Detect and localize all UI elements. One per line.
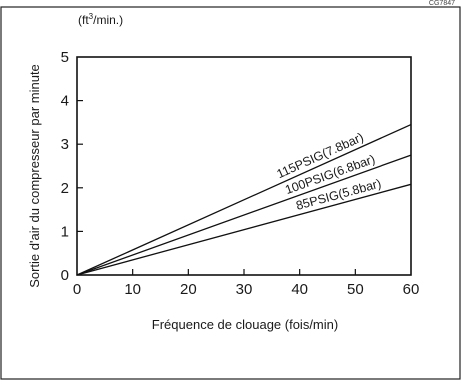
y-tick-label-4: 4	[61, 93, 69, 110]
x-tick-label-40: 40	[291, 281, 308, 298]
series-lines	[76, 123, 412, 276]
x-tick-label-60: 60	[403, 281, 420, 298]
x-tick-label-0: 0	[73, 281, 81, 298]
series-line-3	[76, 183, 412, 276]
series-line-2	[76, 154, 412, 276]
x-tick-label-30: 30	[236, 281, 253, 298]
outer-frame	[0, 6, 461, 380]
y-tick-label-2: 2	[61, 180, 69, 197]
corner-code: CG7847	[429, 0, 455, 7]
y-tick-label-5: 5	[61, 49, 69, 66]
x-axis-title: Fréquence de clouage (fois/min)	[152, 317, 338, 332]
x-tick-label-20: 20	[180, 281, 197, 298]
axes: 0 10 20 30 40 50 60 0 1 2 3 4 5	[61, 49, 420, 298]
x-tick-label-10: 10	[124, 281, 141, 298]
x-tick-label-50: 50	[347, 281, 364, 298]
y-tick-label-0: 0	[61, 267, 69, 284]
unit-label: (ft3/min.)	[78, 12, 123, 27]
y-axis-title: Sortie d'air du compresseur par minute	[27, 64, 42, 288]
series-line-1	[76, 123, 412, 276]
y-tick-label-3: 3	[61, 136, 69, 153]
y-tick-label-1: 1	[61, 223, 69, 240]
